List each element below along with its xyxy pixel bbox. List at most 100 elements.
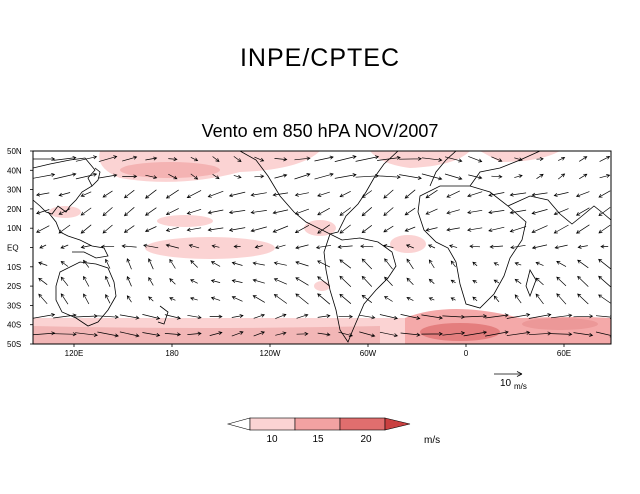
wind-arrow xyxy=(399,156,422,161)
wind-arrow xyxy=(404,189,416,199)
wind-arrow xyxy=(509,209,527,215)
wind-arrow xyxy=(145,174,158,180)
wind-arrow xyxy=(531,192,548,197)
wind-arrow xyxy=(126,276,132,287)
wind-arrow xyxy=(231,296,243,302)
wind-arrow xyxy=(294,208,310,215)
wind-arrow xyxy=(38,277,48,285)
wind-arrow xyxy=(212,174,220,180)
wind-arrow xyxy=(207,209,224,215)
lat-label: 20S xyxy=(7,282,21,291)
wind-arrow xyxy=(428,297,435,301)
wind-arrow xyxy=(317,191,330,197)
wind-arrow xyxy=(231,331,244,337)
wind-arrow xyxy=(553,192,569,197)
reference-vector-unit: m/s xyxy=(514,382,527,391)
wind-arrow xyxy=(575,224,590,234)
shade-south-atlantic-core xyxy=(420,323,500,341)
wind-arrow xyxy=(145,156,158,161)
wind-arrow xyxy=(231,279,243,283)
wind-arrow xyxy=(551,332,573,337)
colorbar-segment-4 xyxy=(384,417,411,431)
wind-arrow xyxy=(145,189,157,199)
wind-arrow xyxy=(233,244,241,249)
wind-arrow xyxy=(53,155,77,161)
wind-arrow xyxy=(575,191,590,198)
wind-arrow xyxy=(148,276,154,286)
wind-arrow xyxy=(60,261,69,267)
wind-arrow xyxy=(274,157,288,162)
wind-arrow xyxy=(334,173,357,179)
shade-tropical-pacific-north xyxy=(157,215,213,227)
wind-arrow xyxy=(105,294,111,304)
wind-arrow xyxy=(60,276,69,287)
wind-arrow xyxy=(556,293,567,305)
wind-arrow xyxy=(535,277,544,286)
wind-arrow xyxy=(250,210,267,215)
wind-arrow xyxy=(463,330,488,337)
wind-arrow xyxy=(314,155,334,162)
wind-arrow xyxy=(491,174,503,179)
reference-vector: 10 m/s xyxy=(494,371,527,391)
lat-label: 10S xyxy=(7,263,21,272)
lon-label: 0 xyxy=(464,349,469,358)
wind-arrow xyxy=(273,294,288,304)
colorbar-tick-20: 20 xyxy=(360,434,372,445)
lat-label: 40N xyxy=(7,166,22,175)
shade-tropical-pacific xyxy=(145,237,275,259)
wind-arrow xyxy=(75,172,98,180)
wind-arrow xyxy=(233,156,242,163)
wind-arrow xyxy=(254,244,263,249)
wind-arrow xyxy=(359,314,376,320)
wind-arrow xyxy=(384,258,393,270)
wind-arrow xyxy=(142,314,161,320)
wind-arrow xyxy=(509,226,527,233)
wind-arrow xyxy=(231,261,243,266)
wind-arrow xyxy=(126,295,132,303)
wind-arrow xyxy=(58,224,71,234)
wind-arrow xyxy=(558,156,566,161)
wind-arrow xyxy=(506,330,531,336)
wind-arrow xyxy=(252,295,265,303)
wind-arrow xyxy=(379,331,399,338)
wind-arrow xyxy=(165,189,179,199)
wind-arrow xyxy=(294,192,309,197)
wind-arrow xyxy=(189,296,198,301)
wind-arrow xyxy=(296,313,309,319)
wind-arrow xyxy=(493,262,500,266)
wind-arrow xyxy=(493,295,500,303)
wind-arrow xyxy=(361,294,373,303)
wind-vectors xyxy=(33,155,611,338)
shade-tropical-atlantic xyxy=(390,235,426,253)
wind-arrow xyxy=(187,331,202,336)
wind-arrow xyxy=(252,278,265,284)
wind-arrow xyxy=(488,226,505,233)
wind-arrow xyxy=(531,209,548,215)
wind-arrow xyxy=(467,191,483,198)
wind-arrow xyxy=(165,226,179,232)
lon-label: 60E xyxy=(557,349,571,358)
wind-arrow xyxy=(488,192,505,197)
wind-arrow xyxy=(272,209,289,215)
wind-arrow xyxy=(427,244,436,249)
wind-arrow xyxy=(169,258,176,269)
wind-arrow xyxy=(165,243,179,249)
wind-arrow xyxy=(295,277,309,286)
wind-arrow xyxy=(75,332,98,337)
wind-arrow xyxy=(143,243,159,249)
lat-label: 10N xyxy=(7,224,22,233)
wind-arrow xyxy=(472,296,478,302)
wind-arrow xyxy=(428,259,435,269)
wind-arrow xyxy=(190,259,198,268)
wind-arrow xyxy=(274,244,286,250)
wind-arrow xyxy=(36,225,50,233)
wind-arrow xyxy=(337,244,353,249)
wind-arrow xyxy=(144,207,157,216)
wind-arrow xyxy=(405,244,414,249)
wind-arrow xyxy=(207,227,224,232)
organization-title: INPE/CPTEC xyxy=(239,44,401,72)
wind-arrow xyxy=(528,331,552,336)
wind-arrow xyxy=(509,192,527,197)
wind-arrow xyxy=(60,244,69,249)
wind-arrow xyxy=(488,210,505,215)
